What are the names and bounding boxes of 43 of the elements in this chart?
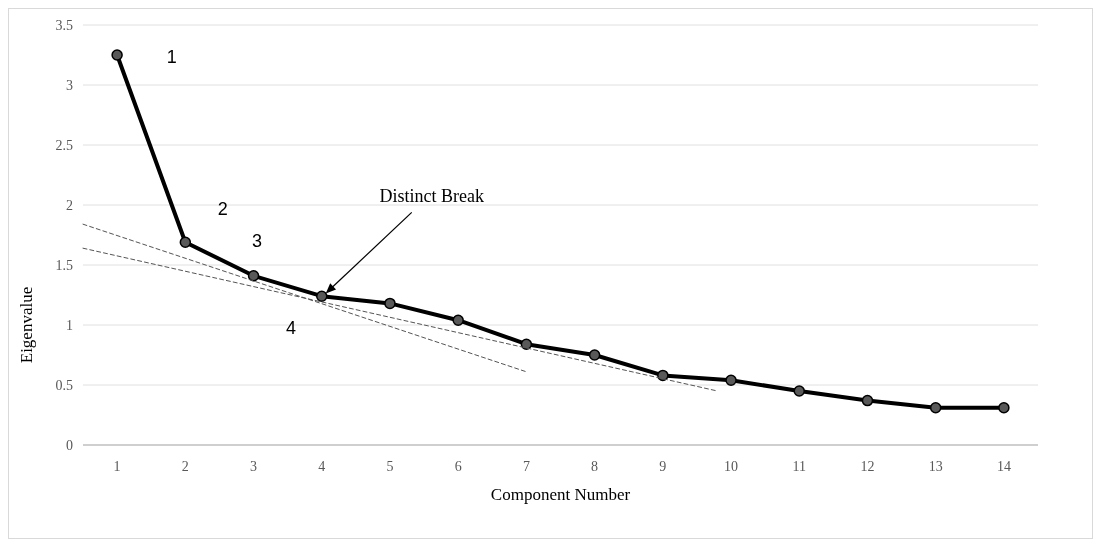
point [861,394,874,407]
y-tick-label: 0 [66,437,73,453]
y-tick-label: 2 [66,197,73,213]
point [384,297,396,310]
point [725,374,737,386]
point [998,402,1010,414]
y-tick-label: 3.5 [55,17,73,33]
x-tick-label: 7 [522,459,530,474]
point [588,349,601,361]
x-tick-label: 11 [792,459,806,474]
annotation: 2 [217,198,228,219]
x-tick-label: 8 [591,459,599,474]
x-tick-label: 4 [318,459,326,474]
point [657,369,669,382]
point [316,290,328,302]
annotation: 1 [166,46,177,67]
y-axis-title: Eigenvalue [17,286,36,364]
point [929,402,942,414]
point [793,385,805,397]
x-tick-label: 14 [996,459,1011,474]
point [247,270,260,282]
annotation: Distinct Break [379,186,484,207]
x-tick-label: 1 [113,459,121,474]
annotation: 3 [251,231,262,252]
x-tick-label: 9 [659,459,667,474]
y-tick-label: 0.5 [55,377,73,393]
x-tick-label: 6 [454,459,462,474]
point [179,236,192,248]
x-tick-label: 2 [181,459,189,474]
point [452,314,464,326]
x-tick-label: 10 [724,459,739,474]
x-tick-label: 5 [386,459,394,474]
x-tick-label: 12 [860,459,875,474]
y-tick-label: 1.5 [55,257,73,273]
y-tick-label: 1 [66,317,73,333]
y-tick-label: 3 [66,77,73,93]
annotation: 4 [286,317,297,338]
point [111,49,123,61]
x-axis-title: Component Number [490,485,631,504]
point [520,338,533,350]
x-tick-label: 3 [250,459,258,474]
y-tick-label: 2.5 [55,137,73,153]
x-tick-label: 13 [928,459,943,474]
